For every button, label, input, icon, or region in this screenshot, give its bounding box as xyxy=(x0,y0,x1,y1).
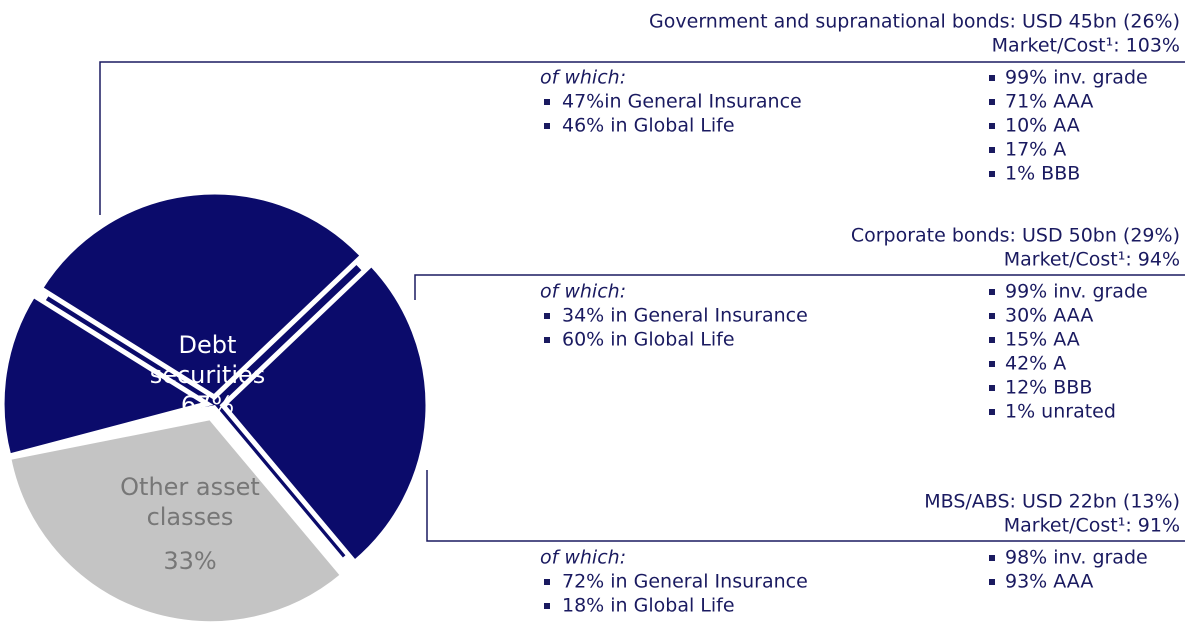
bullet xyxy=(989,385,995,391)
rating-item: 1% unrated xyxy=(1005,401,1116,423)
pie-slice xyxy=(6,416,345,623)
value-label: 67% xyxy=(180,391,235,419)
rating-item: 1% BBB xyxy=(1005,163,1080,185)
bullet xyxy=(989,579,995,585)
rating-item: 99% inv. grade xyxy=(1005,281,1148,303)
bullet xyxy=(989,289,995,295)
pie-sub-slice xyxy=(36,189,367,401)
category-label: Debt securities xyxy=(149,331,266,389)
market-cost: Market/Cost¹: 94% xyxy=(1004,249,1180,271)
bullet xyxy=(544,313,550,319)
pie-sub-slice xyxy=(0,291,214,460)
rating-item: 98% inv. grade xyxy=(1005,547,1148,569)
category-label: Other asset classes xyxy=(120,473,260,531)
rating-item: 12% BBB xyxy=(1005,377,1092,399)
slice-label: Other asset classes 33% xyxy=(105,472,275,576)
bullet xyxy=(989,337,995,343)
bullet xyxy=(989,555,995,561)
connector-line xyxy=(414,274,1185,300)
rating-item: 17% A xyxy=(1005,139,1066,161)
bullet xyxy=(989,313,995,319)
annotation-title: Corporate bonds: USD 50bn (29%) xyxy=(851,225,1180,247)
rating-item: 71% AAA xyxy=(1005,91,1093,113)
bullet xyxy=(989,409,995,415)
bullet xyxy=(989,171,995,177)
bullet xyxy=(544,603,550,609)
annotation-title: MBS/ABS: USD 22bn (13%) xyxy=(924,491,1180,513)
rating-item: 15% AA xyxy=(1005,329,1080,351)
rating-item: 42% A xyxy=(1005,353,1066,375)
rating-item: 93% AAA xyxy=(1005,571,1093,593)
connector-line xyxy=(426,470,1185,542)
market-cost: Market/Cost¹: 91% xyxy=(1004,515,1180,537)
rating-item: 99% inv. grade xyxy=(1005,67,1148,89)
segment-item: 72% in General Insurance xyxy=(562,571,808,593)
pie-sub-slice xyxy=(219,260,431,567)
bullet xyxy=(989,123,995,129)
connectors xyxy=(99,61,1185,542)
bullet xyxy=(989,361,995,367)
rating-item: 10% AA xyxy=(1005,115,1080,137)
value-label: 33% xyxy=(163,547,217,575)
bullet xyxy=(989,99,995,105)
annotation-title: Government and supranational bonds: USD … xyxy=(649,11,1180,33)
segment-item: 46% in Global Life xyxy=(562,115,735,137)
segment-item: 60% in Global Life xyxy=(562,329,735,351)
bullet xyxy=(544,337,550,343)
bullet xyxy=(544,99,550,105)
segment-item: 34% in General Insurance xyxy=(562,305,808,327)
market-cost: Market/Cost¹: 103% xyxy=(992,35,1180,57)
segment-item: 18% in Global Life xyxy=(562,595,735,617)
of-which: of which: xyxy=(540,67,626,89)
pie xyxy=(0,189,431,623)
of-which: of which: xyxy=(540,281,626,303)
slice-label: Debt securities 67% xyxy=(120,330,295,420)
of-which: of which: xyxy=(540,547,626,569)
segment-item: 47%in General Insurance xyxy=(562,91,802,113)
rating-item: 30% AAA xyxy=(1005,305,1093,327)
bullet xyxy=(989,147,995,153)
bullet xyxy=(544,579,550,585)
connector-line xyxy=(99,61,1185,215)
bullet xyxy=(989,75,995,81)
bullet xyxy=(544,123,550,129)
